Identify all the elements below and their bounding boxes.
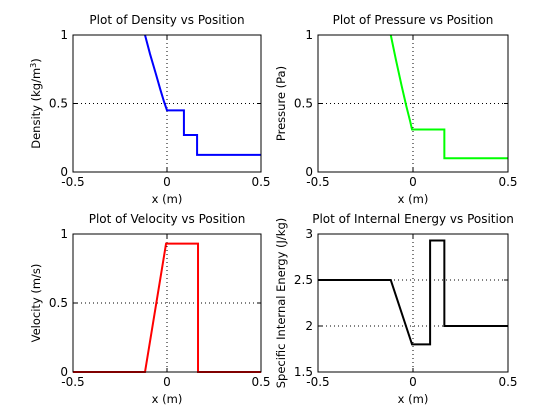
chart-velocity-y-tick-label: 0	[60, 365, 68, 379]
chart-energy-y-tick-label: 1.5	[294, 365, 313, 379]
chart-energy-y-tick-label: 2.5	[294, 273, 313, 287]
chart-velocity-x-tick-label: -0.5	[61, 375, 84, 389]
chart-density-y-tick-label: 0	[60, 165, 68, 179]
chart-pressure-y-axis-label: Pressure (Pa)	[274, 66, 288, 141]
chart-energy-y-tick-label: 2	[305, 319, 313, 333]
chart-energy-x-axis-label: x (m)	[398, 392, 429, 406]
chart-density-y-tick-label: 1	[60, 28, 68, 42]
chart-velocity-x-tick-label: 0	[163, 375, 171, 389]
chart-pressure-x-tick-label: 0.5	[498, 175, 517, 189]
chart-pressure-series-line	[389, 34, 508, 160]
chart-velocity-panel: Plot of Velocity vs Position-0.5 0 0.500.5…	[29, 212, 271, 406]
chart-pressure-x-axis-label: x (m)	[398, 192, 429, 206]
chart-energy-y-tick-label: 3	[305, 227, 313, 241]
chart-pressure-title: Plot of Pressure vs Position	[333, 13, 494, 27]
chart-density-x-tick-label: 0.5	[251, 175, 270, 189]
chart-density-y-axis-label: Density (kg/m3)	[29, 58, 44, 149]
chart-velocity-y-tick-label: 0.5	[49, 296, 68, 310]
chart-velocity-title: Plot of Velocity vs Position	[89, 212, 246, 226]
chart-pressure-panel: Plot of Pressure vs Position-0.5 0 0.500.5…	[274, 13, 518, 206]
chart-velocity-y-tick-label: 1	[60, 227, 68, 241]
chart-energy-panel: Plot of Internal Energy vs Position -0.5 0…	[274, 212, 518, 406]
chart-energy-x-tick-label: -0.5	[306, 375, 329, 389]
chart-energy-title: Plot of Internal Energy vs Position	[312, 212, 514, 226]
chart-density-x-axis-label: x (m)	[152, 192, 183, 206]
chart-density-y-tick-label: 0.5	[49, 97, 68, 111]
chart-velocity-x-axis-label: x (m)	[152, 392, 183, 406]
chart-density-series-line	[144, 34, 261, 156]
chart-pressure-x-tick-label: 0	[409, 175, 417, 189]
chart-energy-series-line	[318, 239, 508, 346]
chart-energy-x-tick-label: 0	[409, 375, 417, 389]
chart-density-x-tick-label: -0.5	[61, 175, 84, 189]
chart-velocity-y-axis-label: Velocity (m/s)	[29, 264, 43, 343]
chart-pressure-y-tick-label: 0	[305, 165, 313, 179]
chart-density-panel: Plot of Density vs Position-0.5 0 0.500.51…	[29, 13, 271, 206]
chart-pressure-x-tick-label: -0.5	[306, 175, 329, 189]
chart-pressure-y-tick-label: 0.5	[294, 97, 313, 111]
chart-density-x-tick-label: 0	[163, 175, 171, 189]
chart-velocity-x-tick-label: 0.5	[251, 375, 270, 389]
chart-energy-x-tick-label: 0.5	[498, 375, 517, 389]
chart-density-title: Plot of Density vs Position	[89, 13, 244, 27]
chart-pressure-y-tick-label: 1	[305, 28, 313, 42]
chart-energy-y-axis-label: Specific Internal Energy (J/kg)	[274, 218, 288, 389]
